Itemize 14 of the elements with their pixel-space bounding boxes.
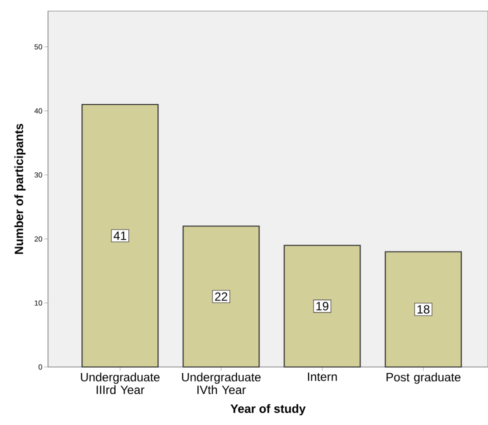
data-label: 18: [418, 305, 430, 314]
x-axis-title: Year of study: [230, 404, 306, 416]
x-tick-label: Undergraduate IIIrd Year: [80, 372, 160, 394]
data-label: 41: [114, 232, 126, 240]
x-tick-label: Post graduate: [386, 372, 460, 384]
bar: [182, 226, 260, 368]
data-label: 19: [316, 302, 328, 310]
x-tick-label: Undergraduate IVth Year: [182, 372, 261, 394]
bar: [82, 104, 159, 368]
bar: [384, 251, 462, 368]
bar: [284, 244, 361, 368]
y-axis-title: Number of participants: [14, 124, 26, 254]
x-tick-label: Intern: [308, 372, 337, 381]
data-label: 22: [215, 292, 228, 301]
